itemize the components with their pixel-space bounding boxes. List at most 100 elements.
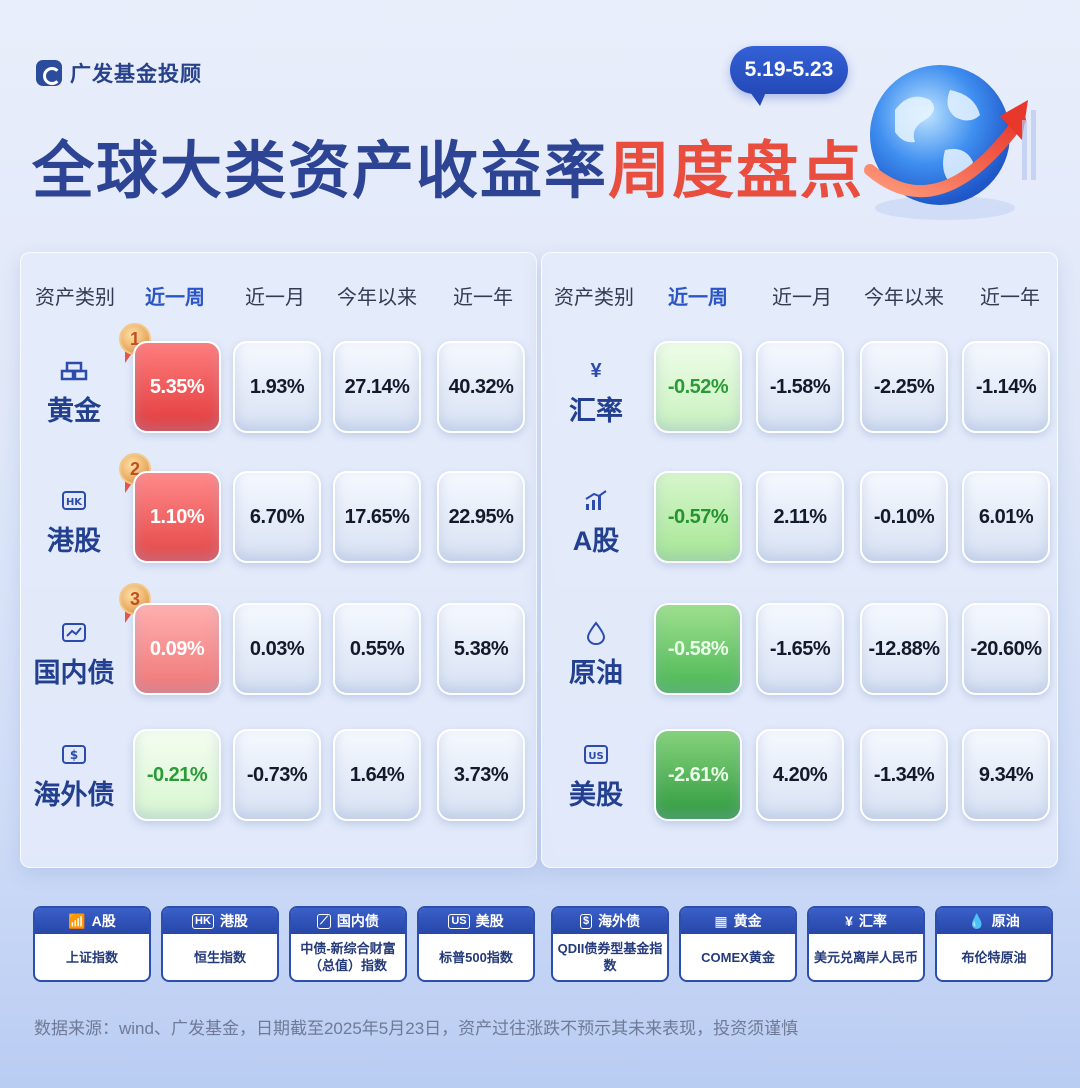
hk-icon: HK (59, 489, 89, 513)
cell-year: 9.34% (962, 729, 1050, 821)
trend-chart-icon (59, 621, 89, 645)
legend-index: 上证指数 (65, 949, 118, 965)
cell-ytd: 1.64% (333, 729, 421, 821)
asset-name: 海外债 (33, 780, 115, 810)
legend-card: ▦ 黄金 COMEX黄金 (679, 906, 797, 982)
svg-text:$: $ (70, 748, 78, 762)
bar-chart-up-icon: 📶 (68, 912, 86, 929)
legend-asset: 海外债 (598, 913, 641, 929)
oil-drop-icon (581, 621, 611, 645)
cell-week: -0.21% (133, 729, 221, 821)
asset-name: 国内债 (33, 658, 115, 688)
table-row-label: ¥ 汇率 (546, 359, 646, 428)
left-returns-table: 资产类别 近一周 近一月 今年以来 近一年 黄金 1 5.35% 1.93% 2… (20, 252, 537, 868)
dollar-doc-icon: $ (579, 913, 593, 929)
legend-card: $ 海外债 QDII债券型基金指数 (551, 906, 669, 982)
legend-index: 中债-新综合财富（总值）指数 (300, 941, 396, 973)
cell-week: -0.57% (654, 471, 742, 563)
legend-card: US 美股 标普500指数 (417, 906, 535, 982)
svg-text:HK: HK (66, 497, 83, 508)
table-row-label: US 美股 (546, 743, 646, 812)
cell-year: 22.95% (437, 471, 525, 563)
cell-ytd: -12.88% (860, 603, 948, 695)
data-source-note: 数据来源：wind、广发基金，日期截至2025年5月23日，资产过往涨跌不预示其… (34, 1019, 799, 1038)
hk-icon: HK (192, 913, 214, 929)
table-row-label: $ 海外债 (24, 743, 124, 812)
table-row-label: HK 港股 (24, 489, 124, 558)
cell-ytd: -1.34% (860, 729, 948, 821)
cell-year: 3.73% (437, 729, 525, 821)
title-highlight: 周度盘点 (608, 137, 865, 206)
legend-index: 标普500指数 (439, 949, 513, 965)
legend-asset: 黄金 (733, 913, 762, 929)
asset-name: A股 (572, 526, 620, 556)
col-header-year: 近一年 (453, 287, 513, 309)
page-title: 全球大类资产收益率周度盘点 (32, 120, 864, 210)
cell-year: -1.14% (962, 341, 1050, 433)
asset-name: 美股 (569, 780, 623, 810)
legend-card: 📶 A股 上证指数 (33, 906, 151, 982)
table-row-label: 原油 (546, 621, 646, 690)
asset-name: 原油 (569, 658, 623, 688)
col-header-asset: 资产类别 (35, 287, 115, 309)
cell-month: -1.58% (756, 341, 844, 433)
brand-logo-icon (36, 60, 62, 86)
globe-arrow-icon (864, 65, 1036, 220)
dollar-doc-icon: $ (59, 743, 89, 767)
bar-chart-up-icon (581, 489, 611, 513)
legend-index: 恒生指数 (193, 949, 246, 965)
col-header-month: 近一月 (772, 287, 832, 309)
col-header-year: 近一年 (980, 287, 1040, 309)
cell-year: -20.60% (962, 603, 1050, 695)
cell-month: 6.70% (233, 471, 321, 563)
cell-week: 1.10% (133, 471, 221, 563)
cell-ytd: 17.65% (333, 471, 421, 563)
cell-month: -1.65% (756, 603, 844, 695)
gold-bar-icon: ▦ (714, 912, 728, 929)
us-icon: US (448, 913, 470, 929)
cell-ytd: 27.14% (333, 341, 421, 433)
cell-month: 2.11% (756, 471, 844, 563)
title-main: 全球大类资产收益率 (32, 137, 609, 206)
legend-card: ¥ 汇率 美元兑离岸人民币 (807, 906, 925, 982)
cell-year: 40.32% (437, 341, 525, 433)
col-header-week: 近一周 (145, 287, 205, 309)
asset-name: 港股 (47, 526, 101, 556)
legend-asset: 汇率 (858, 913, 887, 929)
brand: 广发基金投顾 (36, 58, 202, 88)
legend-index: 布伦特原油 (961, 949, 1027, 965)
asset-name: 黄金 (47, 396, 101, 426)
yen-icon: ¥ (845, 913, 853, 929)
us-icon: US (581, 743, 611, 767)
svg-text:US: US (588, 751, 603, 762)
cell-month: 1.93% (233, 341, 321, 433)
yen-icon: ¥ (590, 360, 602, 382)
table-row-label: 国内债 (24, 621, 124, 690)
col-header-week: 近一周 (668, 287, 728, 309)
cell-year: 6.01% (962, 471, 1050, 563)
cell-month: 0.03% (233, 603, 321, 695)
table-row-label: 黄金 (24, 359, 124, 428)
date-range-badge: 5.19-5.23 (730, 46, 848, 106)
legend-index: COMEX黄金 (701, 949, 775, 965)
legend-index: 美元兑离岸人民币 (813, 949, 918, 965)
cell-week: 0.09% (133, 603, 221, 695)
cell-ytd: -2.25% (860, 341, 948, 433)
oil-drop-icon: 💧 (968, 912, 986, 929)
cell-month: 4.20% (756, 729, 844, 821)
asset-name: 汇率 (569, 396, 623, 426)
legend-asset: 美股 (475, 913, 504, 929)
trend-chart-icon: ⟋ (317, 913, 331, 929)
legend-card: HK 港股 恒生指数 (161, 906, 279, 982)
cell-week: 5.35% (133, 341, 221, 433)
cell-month: -0.73% (233, 729, 321, 821)
right-returns-table: 资产类别 近一周 近一月 今年以来 近一年 ¥ 汇率 -0.52% -1.58%… (541, 252, 1058, 868)
col-header-month: 近一月 (245, 287, 305, 309)
gold-bar-icon (59, 359, 89, 383)
legend-asset: A股 (91, 913, 116, 929)
cell-week: -0.52% (654, 341, 742, 433)
col-header-ytd: 今年以来 (864, 287, 944, 309)
cell-ytd: -0.10% (860, 471, 948, 563)
table-row-label: A股 (546, 489, 646, 558)
cell-year: 5.38% (437, 603, 525, 695)
